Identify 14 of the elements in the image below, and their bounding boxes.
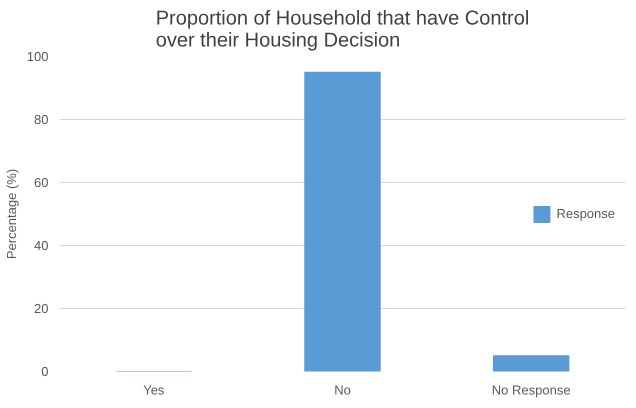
y-tick-label: 80: [34, 112, 49, 127]
y-tick-label: 60: [34, 175, 49, 190]
y-tick-label: 20: [34, 301, 49, 316]
y-tick-label: 100: [26, 49, 49, 64]
chart-title: Proportion of Household that have Control over their Housing Decision: [156, 8, 530, 52]
y-tick-label: 40: [34, 238, 49, 253]
bar: [304, 72, 381, 372]
y-tick-label: 0: [41, 364, 49, 379]
x-tick-label: No Response: [492, 382, 571, 398]
bar: [492, 355, 570, 372]
y-axis-title: Percentage (%): [4, 168, 19, 260]
x-tick-label: No: [334, 382, 351, 398]
legend-label: Response: [556, 206, 615, 221]
x-tick-label: Yes: [143, 382, 165, 398]
